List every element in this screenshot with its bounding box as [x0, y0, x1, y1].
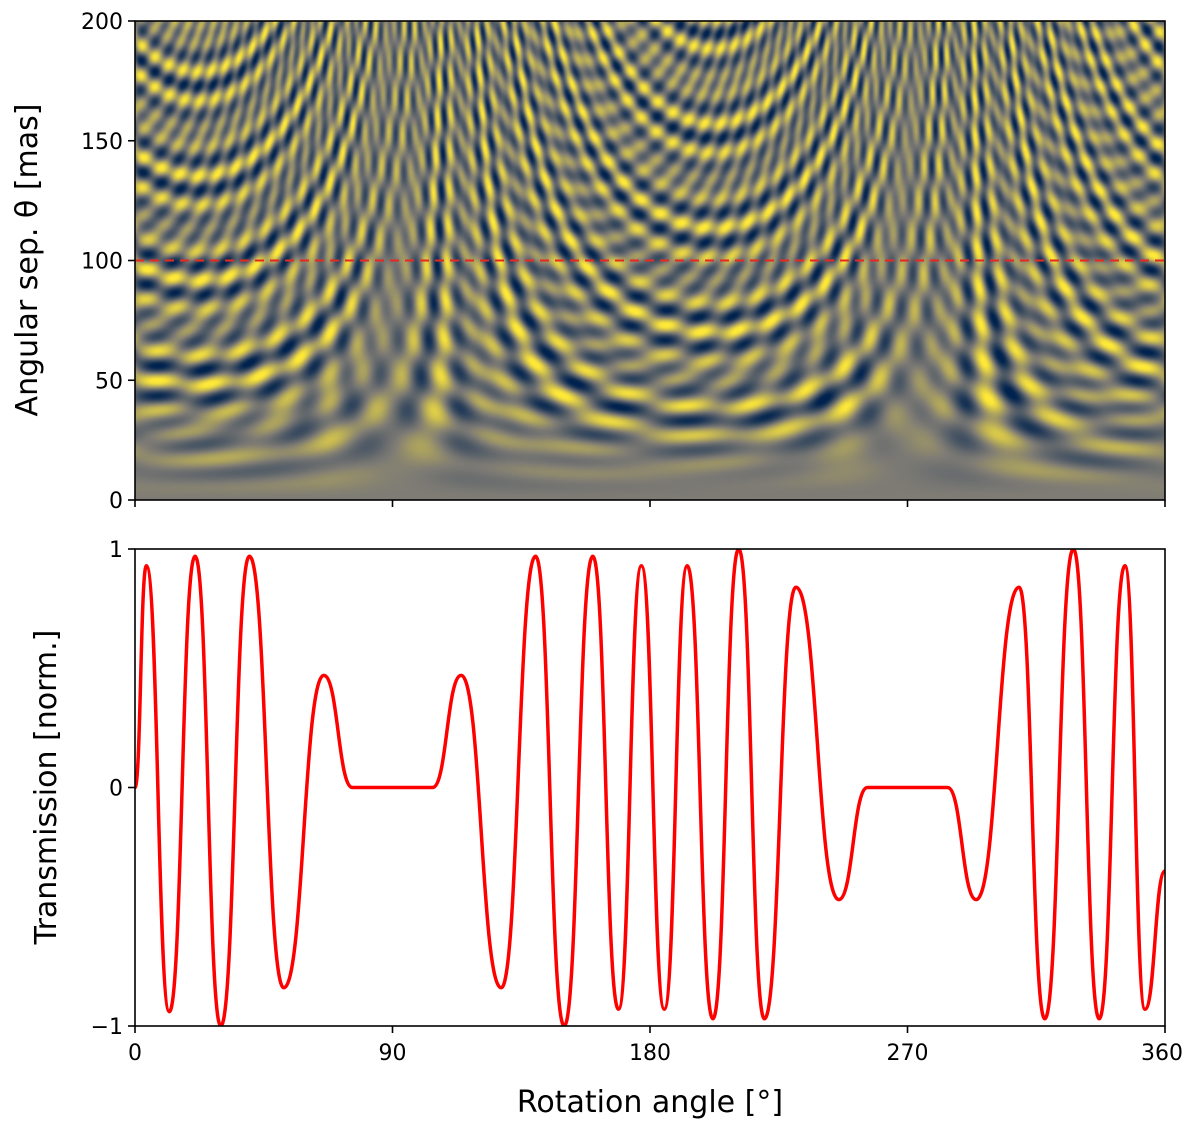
- line-x-tick-label: 0: [128, 1041, 142, 1066]
- line-x-ticks: 0 90 180 270 360: [128, 1026, 1183, 1066]
- line-panel: −101 0 90 180 270 360 Rotation angle [°] Tra…: [29, 538, 1183, 1120]
- line-plot-frame: [134, 548, 1166, 1027]
- line-x-tick-label: 270: [887, 1041, 929, 1066]
- heatmap-y-tick-label: 150: [81, 130, 123, 155]
- line-x-tick-label: 90: [379, 1041, 407, 1066]
- line-y-tick-label: −1: [91, 1015, 123, 1040]
- heatmap-x-ticks: [134, 500, 1166, 507]
- line-y-ticks: −1 0 1: [91, 538, 135, 1040]
- heatmap-y-tick-label: 0: [109, 489, 123, 514]
- heatmap-y-tick-label: 50: [95, 369, 123, 394]
- heatmap-y-tick-label: 100: [81, 250, 123, 275]
- line-y-axis-label: Transmission [norm.]: [29, 630, 64, 946]
- line-x-tick-label: 360: [1141, 1041, 1183, 1066]
- heatmap-y-ticks: 0 50 100 150 200: [81, 10, 135, 514]
- heatmap-y-axis-label: Angular sep. θ [mas]: [10, 104, 45, 417]
- transmission-series-line: [135, 549, 1165, 1026]
- line-x-tick-label: 180: [629, 1041, 671, 1066]
- line-x-axis-label: Rotation angle [°]: [517, 1085, 783, 1120]
- heatmap-panel: 0 50 100 150 200 Angular sep. θ [mas]: [10, 10, 1166, 514]
- heatmap-y-tick-label: 200: [81, 10, 123, 35]
- line-y-tick-label: 0: [109, 777, 123, 802]
- line-y-tick-label: 1: [109, 538, 123, 563]
